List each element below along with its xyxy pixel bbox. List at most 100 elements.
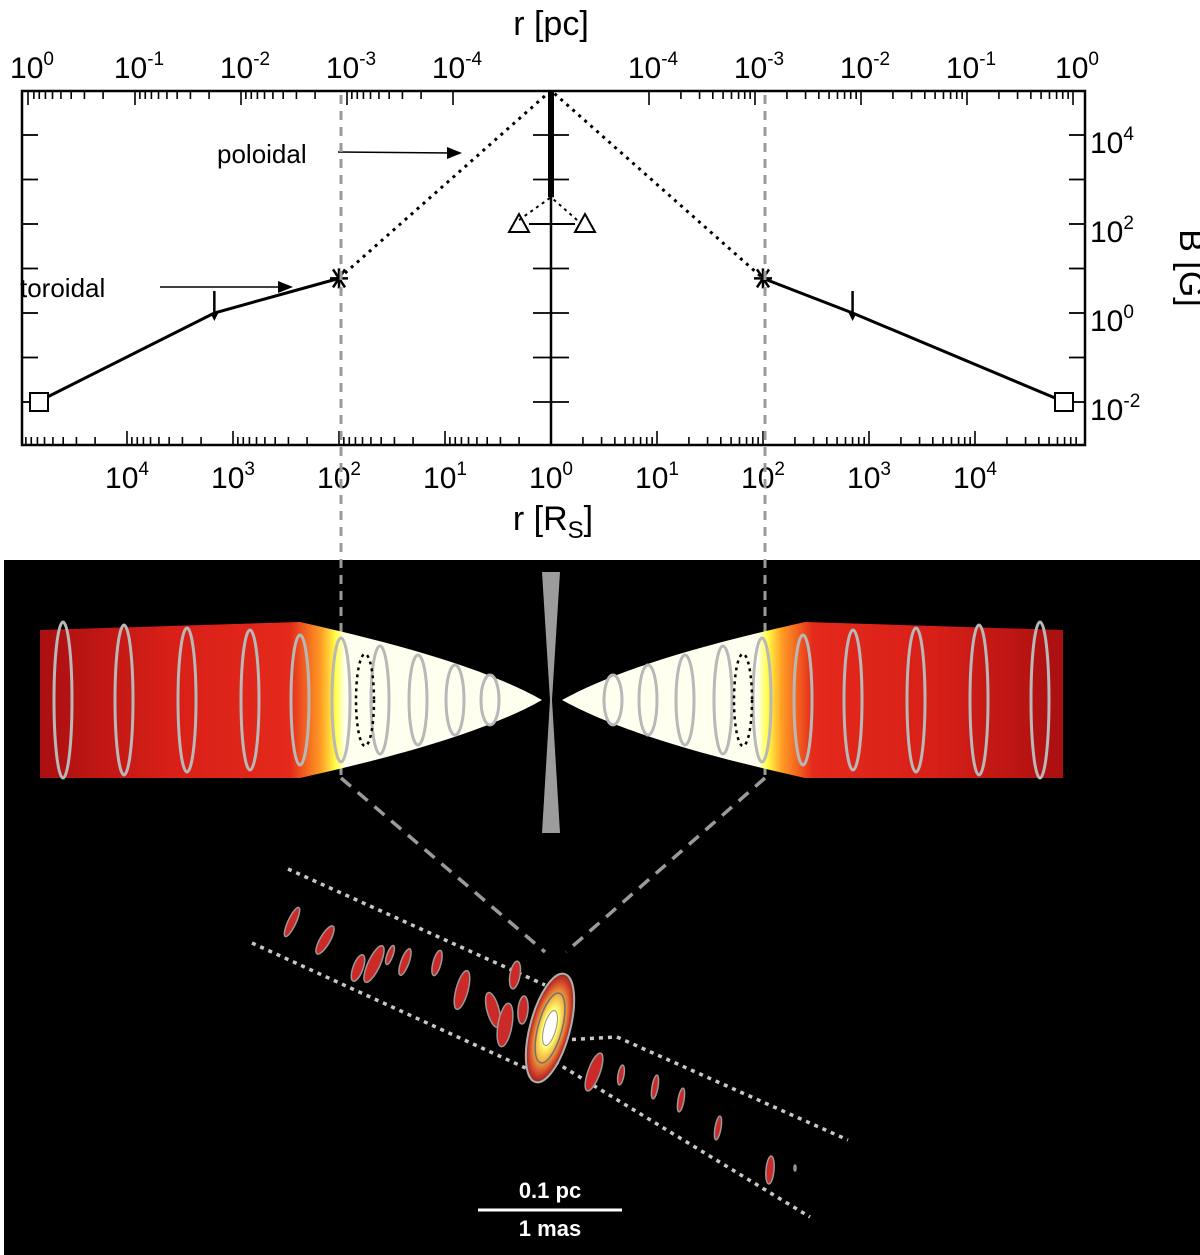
bottom-tick-label: 104 [953, 459, 997, 495]
edge-upper-right-2 [616, 1035, 849, 1142]
transition-ellipse-left [354, 652, 376, 748]
ring-left [239, 628, 261, 772]
right-tick-label: 100 [1090, 302, 1134, 338]
jet-knot [713, 1115, 723, 1141]
jet-knot [350, 953, 366, 983]
top-tick-label: 100 [10, 49, 54, 85]
poloidal-annotation: poloidal [217, 139, 307, 169]
ring-left [444, 663, 466, 737]
magnetic-field-plot: r [pc] 100 10-1 10-2 10-3 10-4 10-4 10-3 10-2 10… [10, 5, 1200, 544]
bottom-axis-tick-labels: 104 103 102 101 100 101 102 103 104 [105, 459, 997, 495]
ring-left [407, 653, 429, 747]
zoom-line-right [564, 776, 767, 954]
edge-lower-left [251, 941, 531, 1072]
jet-knot [384, 944, 396, 966]
ring-right [968, 623, 990, 777]
right-tick-label: 10-2 [1090, 391, 1140, 427]
bottom-tick-label: 100 [529, 459, 573, 495]
top-tick-label: 10-4 [628, 49, 679, 85]
toroidal-line-right [762, 276, 1066, 404]
bottom-axis-title: r [RS] [513, 500, 593, 544]
bottom-tick-label: 102 [741, 459, 785, 495]
bottom-tick-label: 103 [211, 459, 255, 495]
jet-knot [676, 1087, 686, 1113]
jet-knot [398, 948, 412, 976]
jet-knot [431, 949, 443, 977]
jet-knot [584, 1052, 604, 1092]
top-axis-title: r [pc] [513, 5, 589, 43]
jet-sketch-panel: 0.1 pc 1 mas [4, 95, 1200, 1255]
jet-knot [496, 1002, 514, 1048]
vlbi-image [251, 867, 849, 1219]
jet-knot [363, 944, 385, 984]
major-ticks [22, 91, 1085, 445]
bottom-tick-label: 104 [105, 459, 149, 495]
jet-knot [650, 1074, 660, 1100]
toroidal-annotation: toroidal [20, 273, 105, 303]
edge-upper-left [287, 867, 546, 987]
ring-right [792, 633, 814, 767]
ring-right [712, 644, 734, 756]
scale-bar-top-label: 0.1 pc [519, 1178, 581, 1203]
ring-left [52, 620, 74, 780]
upper-limit-head [848, 313, 857, 321]
asterisk-marker [754, 268, 772, 289]
triangle-guide [550, 196, 578, 221]
top-tick-label: 10-4 [432, 49, 483, 85]
right-tick-label: 104 [1090, 124, 1134, 160]
right-axis-tick-labels: 104 102 100 10-2 [1090, 124, 1140, 427]
top-tick-label: 10-1 [946, 49, 996, 85]
right-tick-label: 102 [1090, 213, 1134, 249]
top-tick-label: 10-3 [326, 49, 376, 85]
right-axis-title: B [G] [1172, 229, 1200, 306]
jet-knot [616, 1064, 626, 1086]
transition-ellipse-right [732, 652, 754, 748]
ring-left [479, 673, 501, 727]
top-axis-tick-labels: 100 10-1 10-2 10-3 10-4 10-4 10-3 10-2 10-1 100 [10, 49, 1099, 85]
bottom-tick-label: 102 [317, 459, 361, 495]
asterisk-marker [330, 268, 348, 289]
edge-upper-right [562, 1035, 618, 1042]
core [524, 972, 576, 1084]
bottom-tick-label: 101 [635, 459, 679, 495]
jet-knot [517, 995, 529, 1025]
triangle-marker [573, 211, 597, 233]
top-tick-label: 10-2 [840, 49, 890, 85]
jet-knot [793, 1164, 797, 1172]
ring-right [1029, 620, 1051, 780]
triangle-guide [518, 196, 552, 221]
bottom-tick-label: 101 [423, 459, 467, 495]
jet-knot [315, 925, 335, 955]
range-bar [548, 90, 554, 198]
jet-knot [453, 969, 471, 1011]
ring-right [637, 663, 659, 737]
ring-left [330, 636, 352, 764]
zoom-line-left [339, 776, 547, 954]
ring-left [369, 644, 391, 756]
top-tick-label: 10-1 [114, 49, 164, 85]
data-series [29, 88, 1074, 412]
core-mid [534, 992, 566, 1064]
jet-knot [508, 960, 522, 990]
poloidal-arrow [337, 151, 453, 154]
jet-knot [765, 1155, 775, 1185]
scale-bar-bottom-label: 1 mas [519, 1216, 581, 1241]
ring-right [674, 653, 696, 747]
ring-right [602, 673, 624, 727]
toroidal-arrowhead [278, 281, 293, 293]
scale-bar: 0.1 pc 1 mas [478, 1178, 622, 1241]
hourglass-shape [542, 572, 560, 833]
core-inner [542, 1010, 558, 1046]
ring-right [905, 626, 927, 774]
triangle-marker [507, 211, 531, 233]
square-marker [1054, 392, 1074, 412]
jet-knots [283, 906, 797, 1185]
jet-edges [251, 867, 849, 1219]
square-marker [29, 392, 49, 412]
ring-left [289, 633, 311, 767]
top-tick-label: 10-3 [734, 49, 784, 85]
minor-ticks [25, 91, 1077, 445]
top-tick-label: 100 [1055, 49, 1099, 85]
poloidal-line [338, 88, 764, 280]
